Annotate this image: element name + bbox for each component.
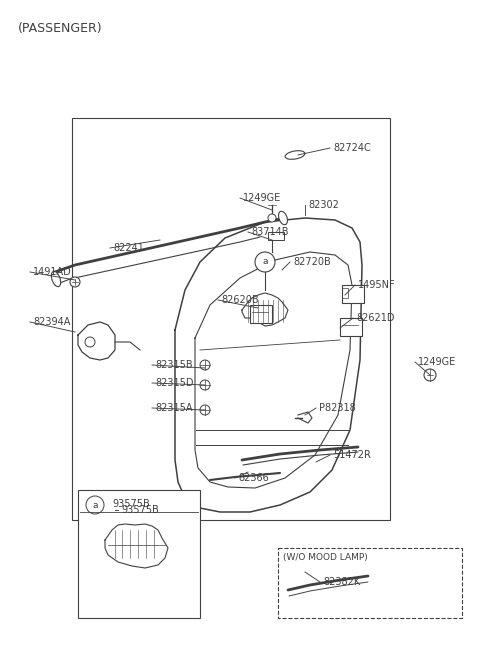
Bar bbox=[72, 118, 390, 520]
Bar bbox=[340, 318, 362, 336]
Text: 83714B: 83714B bbox=[251, 227, 288, 237]
Ellipse shape bbox=[51, 272, 60, 287]
Text: 1249GE: 1249GE bbox=[243, 193, 281, 203]
Text: 82366: 82366 bbox=[238, 473, 269, 483]
Bar bbox=[78, 490, 200, 618]
Circle shape bbox=[200, 380, 210, 390]
Text: 1495NF: 1495NF bbox=[358, 280, 396, 290]
Bar bbox=[250, 305, 272, 323]
Text: 82382K: 82382K bbox=[323, 577, 360, 587]
Circle shape bbox=[200, 360, 210, 370]
Text: 82394A: 82394A bbox=[33, 317, 71, 327]
Bar bbox=[342, 285, 364, 303]
Circle shape bbox=[85, 337, 95, 347]
Text: 82620B: 82620B bbox=[221, 295, 259, 305]
Circle shape bbox=[86, 496, 104, 514]
Text: a: a bbox=[92, 501, 98, 510]
Circle shape bbox=[200, 405, 210, 415]
Text: 51472R: 51472R bbox=[333, 450, 371, 460]
Text: (PASSENGER): (PASSENGER) bbox=[18, 22, 103, 35]
Text: 93575B: 93575B bbox=[112, 499, 150, 509]
Ellipse shape bbox=[285, 151, 305, 159]
Text: (W/O MOOD LAMP): (W/O MOOD LAMP) bbox=[283, 553, 368, 562]
Text: 82315D: 82315D bbox=[155, 378, 193, 388]
Circle shape bbox=[255, 252, 275, 272]
Text: a: a bbox=[262, 258, 268, 266]
Circle shape bbox=[70, 277, 80, 287]
Text: 1491AD: 1491AD bbox=[33, 267, 72, 277]
Text: 82315B: 82315B bbox=[155, 360, 192, 370]
Text: 82621D: 82621D bbox=[356, 313, 395, 323]
Bar bbox=[268, 232, 284, 240]
Text: P82318: P82318 bbox=[319, 403, 356, 413]
Text: 82302: 82302 bbox=[308, 200, 339, 210]
Text: 82315A: 82315A bbox=[155, 403, 192, 413]
Text: 82720B: 82720B bbox=[293, 257, 331, 267]
Ellipse shape bbox=[278, 211, 288, 225]
Text: 1249GE: 1249GE bbox=[418, 357, 456, 367]
Circle shape bbox=[424, 369, 436, 381]
Text: 82241: 82241 bbox=[113, 243, 144, 253]
Text: 93575B: 93575B bbox=[121, 505, 159, 515]
Text: 82724C: 82724C bbox=[333, 143, 371, 153]
Circle shape bbox=[268, 214, 276, 222]
Bar bbox=[278, 548, 462, 618]
